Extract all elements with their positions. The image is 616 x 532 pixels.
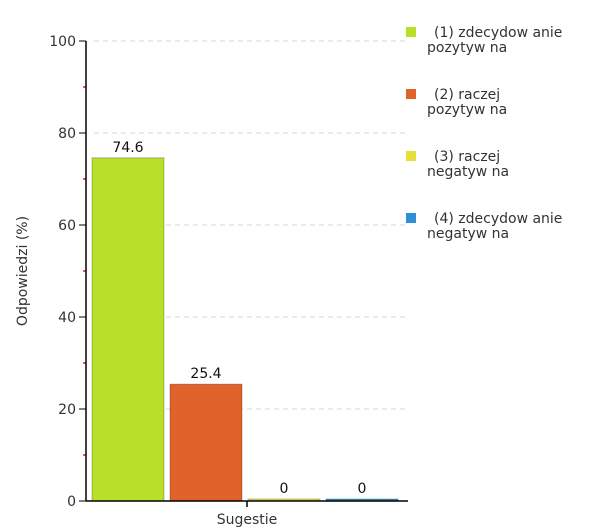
legend-label-3: (3) raczej — [434, 149, 500, 165]
axes: 0 20 40 60 80 100 — [49, 34, 408, 510]
legend-label-1: (1) zdecydow anie — [434, 25, 562, 41]
legend-swatch-4 — [406, 213, 416, 223]
legend-label-4: negatyw na — [427, 226, 509, 242]
legend-label-1: pozytyw na — [427, 40, 507, 56]
data-label-4: 0 — [358, 481, 367, 497]
y-tick-label: 20 — [58, 402, 76, 418]
y-tick-label: 0 — [67, 494, 76, 510]
data-label-1: 74.6 — [112, 140, 143, 156]
legend-label-3: negatyw na — [427, 164, 509, 180]
data-label-3: 0 — [280, 481, 289, 497]
legend-swatch-2 — [406, 89, 416, 99]
legend-swatch-1 — [406, 27, 416, 37]
y-axis-title: Odpowiedzi (%) — [15, 216, 31, 326]
legend-label-2: pozytyw na — [427, 102, 507, 118]
data-labels: 74.6 25.4 0 0 — [112, 140, 366, 497]
legend-swatch-3 — [406, 151, 416, 161]
y-tick-label: 40 — [58, 310, 76, 326]
data-label-2: 25.4 — [190, 366, 221, 382]
bar-2 — [169, 383, 243, 502]
y-tick-label: 100 — [49, 34, 76, 50]
legend-label-4: (4) zdecydow anie — [434, 211, 562, 227]
bar-1 — [91, 157, 165, 502]
x-axis-title: Sugestie — [217, 512, 278, 528]
y-tick-label: 80 — [58, 126, 76, 142]
bars — [91, 157, 399, 502]
y-tick-label: 60 — [58, 218, 76, 234]
legend-label-2: (2) raczej — [434, 87, 500, 103]
gridlines — [94, 40, 408, 410]
